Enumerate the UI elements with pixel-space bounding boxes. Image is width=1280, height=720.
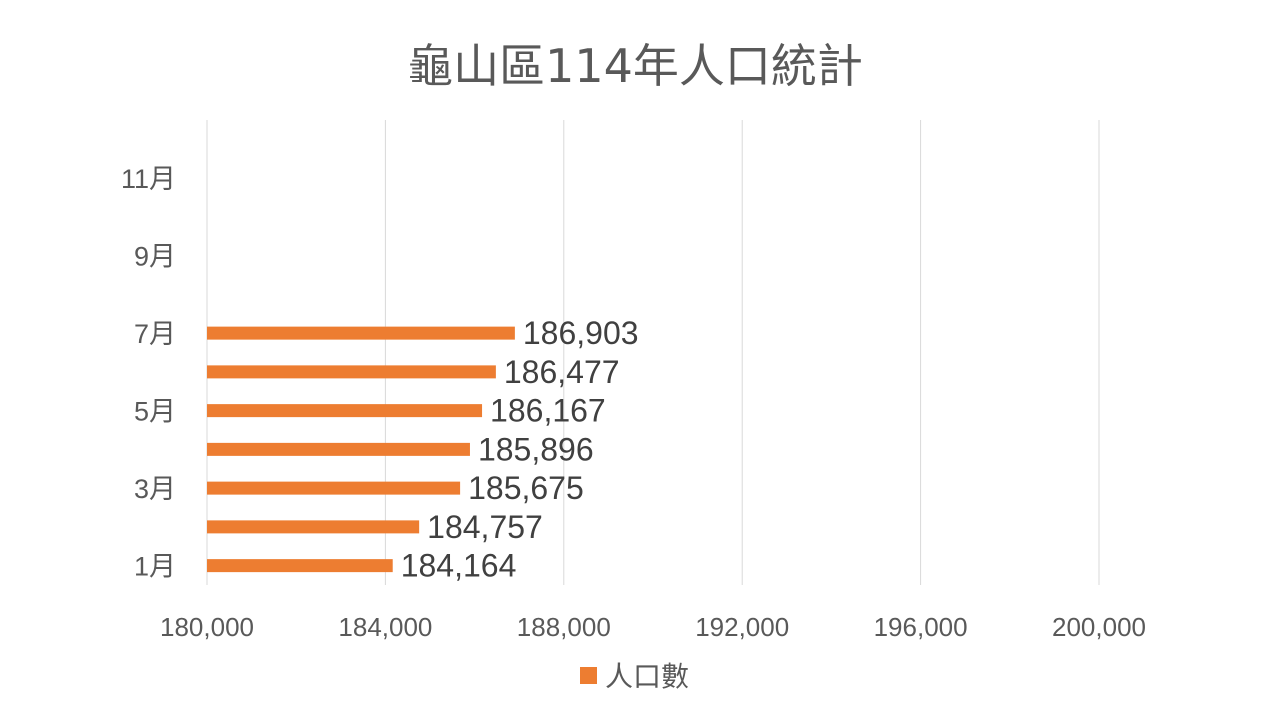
bar-layer — [207, 326, 515, 573]
data-label: 186,903 — [523, 315, 639, 351]
x-tick-label: 184,000 — [338, 612, 432, 642]
x-tick-label: 192,000 — [695, 612, 789, 642]
grid-layer — [206, 120, 1100, 585]
bar — [207, 404, 483, 418]
y-tick-label: 7月 — [134, 319, 176, 349]
bar — [207, 481, 461, 495]
x-tick-label: 200,000 — [1052, 612, 1146, 642]
y-tick-label: 5月 — [134, 397, 176, 427]
y-tick-label: 3月 — [134, 474, 176, 504]
x-tick-label: 188,000 — [517, 612, 611, 642]
axis-layer: 180,000 184,000 188,000 192,000 196,000 200,0… — [121, 164, 1146, 642]
legend-label: 人口數 — [605, 660, 689, 693]
bar — [207, 326, 515, 340]
x-tick-label: 196,000 — [874, 612, 968, 642]
label-layer: 184,164184,757185,675185,896186,167186,4… — [401, 315, 639, 584]
bar — [207, 559, 393, 573]
bar — [207, 365, 496, 379]
chart-title: 龜山區114年人口統計 — [407, 39, 863, 93]
legend: 人口數 — [580, 660, 689, 693]
data-label: 185,896 — [478, 431, 594, 467]
x-tick-label: 180,000 — [160, 612, 254, 642]
legend-swatch — [580, 667, 597, 684]
data-label: 186,477 — [504, 354, 620, 390]
bar — [207, 520, 420, 534]
data-label: 184,757 — [427, 509, 543, 545]
y-tick-label: 9月 — [134, 242, 176, 272]
y-tick-label: 11月 — [121, 164, 176, 194]
y-tick-label: 1月 — [134, 552, 176, 582]
data-label: 186,167 — [490, 393, 606, 429]
data-label: 184,164 — [401, 548, 517, 584]
data-label: 185,675 — [468, 470, 584, 506]
bar — [207, 442, 470, 456]
